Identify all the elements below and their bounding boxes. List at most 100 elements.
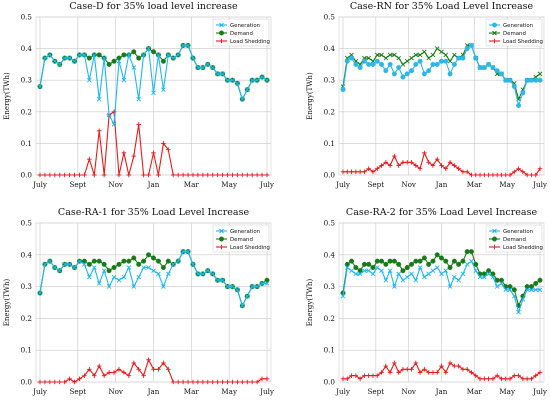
data-point	[499, 281, 504, 286]
data-point	[67, 55, 72, 61]
data-point	[86, 55, 92, 61]
legend-marker	[219, 228, 224, 234]
data-point	[421, 71, 427, 77]
data-point	[259, 281, 265, 286]
data-point	[165, 258, 171, 264]
data-point	[477, 65, 483, 71]
data-point	[392, 360, 397, 366]
data-point	[62, 262, 67, 267]
y-tick-label: 0.0	[21, 171, 33, 180]
data-point	[264, 172, 270, 178]
data-point	[264, 281, 270, 286]
data-point	[62, 172, 67, 178]
data-point	[344, 261, 350, 267]
data-point	[464, 46, 470, 52]
data-point	[141, 52, 146, 58]
data-point	[512, 373, 517, 378]
data-point	[426, 55, 431, 61]
data-point	[156, 271, 161, 277]
series-load-shedding	[37, 357, 270, 385]
data-point	[362, 373, 367, 378]
data-point	[47, 379, 53, 385]
data-point	[370, 61, 376, 67]
data-point	[468, 249, 474, 255]
data-point	[439, 58, 445, 64]
data-point	[464, 249, 470, 255]
data-point	[366, 261, 372, 267]
legend-item: Generation	[216, 228, 260, 235]
y-tick-label: 0.5	[324, 13, 336, 22]
data-point	[507, 172, 513, 178]
data-point	[456, 277, 461, 283]
legend-item: Load Shedding	[216, 244, 270, 251]
data-point	[195, 379, 201, 385]
series-generation	[37, 249, 270, 308]
data-point	[473, 373, 479, 378]
data-point	[469, 258, 474, 264]
data-point	[101, 268, 107, 274]
data-point	[131, 255, 137, 261]
data-point	[210, 172, 216, 178]
x-tick-label: July	[335, 180, 351, 189]
data-point	[533, 287, 539, 293]
data-point	[42, 262, 48, 267]
data-point	[195, 271, 201, 277]
data-point	[190, 379, 196, 385]
data-point	[131, 360, 137, 366]
data-point	[57, 172, 63, 178]
data-point	[235, 172, 240, 178]
data-point	[417, 58, 423, 64]
data-point	[264, 77, 270, 83]
data-point	[400, 62, 406, 67]
data-point	[452, 163, 457, 168]
data-point	[370, 265, 376, 271]
data-point	[249, 284, 255, 289]
legend-label: Generation	[503, 229, 533, 235]
data-point	[210, 271, 216, 277]
data-point	[494, 284, 500, 289]
series-generation	[340, 42, 543, 108]
legend-item: Load Shedding	[489, 244, 543, 251]
chart-panel-1: 0.0 0.1 0.2 0.3 0.4 0.5 July Sept Nov Jan Mar May Ju…	[3, 1, 275, 189]
y-tick-label: 0.4	[324, 44, 336, 53]
data-point	[379, 52, 384, 58]
data-point	[361, 261, 367, 267]
data-point	[185, 379, 191, 385]
data-point	[422, 49, 427, 55]
data-point	[126, 258, 132, 264]
data-point	[366, 268, 372, 274]
data-point	[533, 77, 539, 83]
data-point	[215, 71, 220, 77]
data-point	[340, 293, 346, 299]
data-point	[230, 284, 235, 289]
data-point	[430, 61, 436, 67]
data-point	[477, 274, 483, 280]
data-point	[516, 102, 522, 108]
data-point	[62, 379, 67, 385]
data-point	[366, 373, 371, 378]
data-point	[417, 258, 423, 264]
legend: Generation Demand Load Shedding	[485, 224, 543, 253]
y-tick-label: 0.3	[324, 76, 336, 85]
data-point	[430, 163, 436, 168]
data-point	[464, 169, 470, 175]
legend-item: Load Shedding	[216, 38, 270, 45]
data-point	[370, 169, 376, 175]
data-point	[254, 172, 260, 178]
data-point	[456, 55, 462, 61]
data-point	[240, 303, 245, 308]
data-point	[362, 268, 367, 274]
data-point	[200, 172, 206, 178]
data-point	[528, 284, 534, 290]
x-tick-label: Nov	[108, 387, 124, 396]
y-axis-label: Energy(TWh)	[3, 72, 11, 120]
data-point	[220, 379, 225, 385]
data-point	[96, 363, 102, 369]
data-point	[96, 52, 102, 58]
data-point	[155, 258, 161, 264]
legend-marker	[492, 236, 498, 242]
data-point	[387, 370, 393, 375]
data-point	[507, 77, 513, 83]
data-point	[62, 55, 67, 61]
